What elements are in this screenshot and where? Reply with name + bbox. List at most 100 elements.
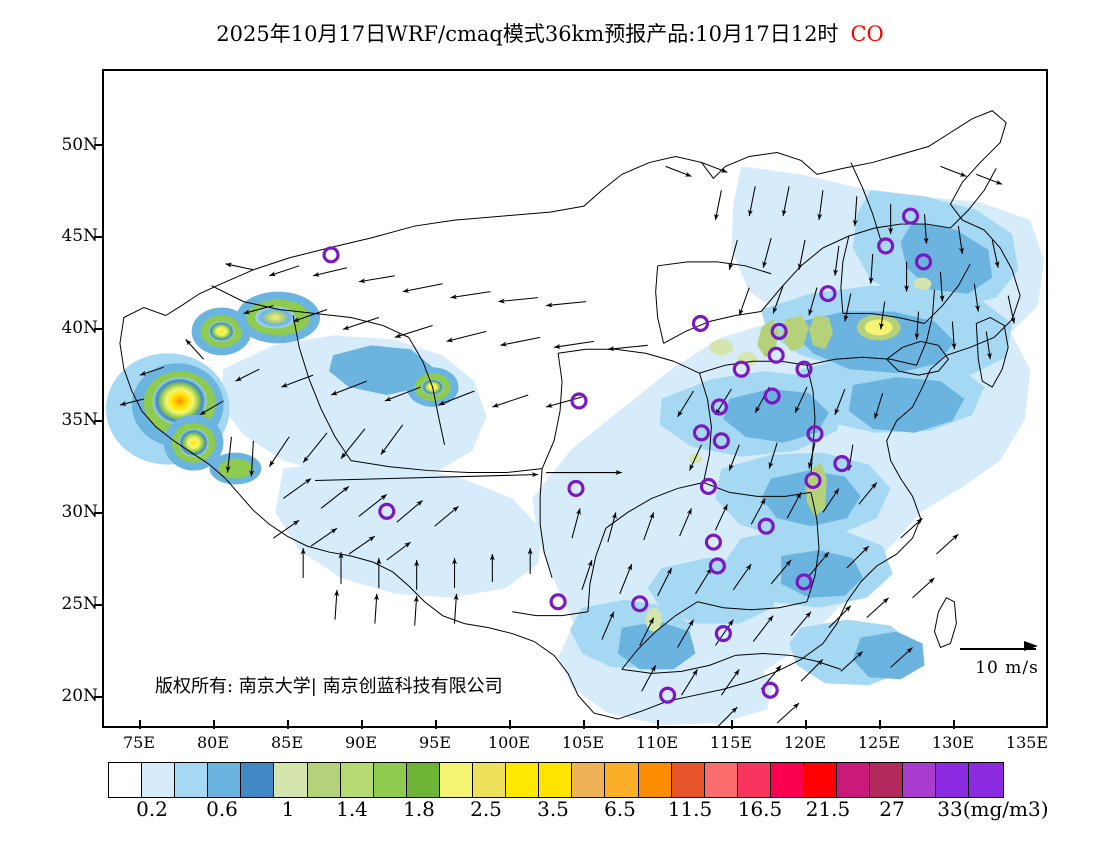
map-plot-area[interactable] (102, 69, 1048, 728)
y-tick-label-25N: 25N (61, 594, 98, 614)
colorbar-tick-11: 27 (879, 797, 905, 821)
colorbar-cell-1[interactable] (142, 763, 176, 797)
x-tick-mark (213, 720, 215, 729)
x-tick-mark (583, 720, 585, 729)
y-tick-mark (94, 604, 103, 606)
title-species-label: CO (850, 22, 884, 46)
colorbar-tick-2: 1 (281, 797, 295, 821)
colorbar-cell-26[interactable] (969, 763, 1003, 797)
x-tick-label-75E: 75E (122, 733, 156, 752)
colorbar-cell-2[interactable] (175, 763, 209, 797)
colorbar-tick-0: 0.2 (136, 797, 168, 821)
x-tick-label-130E: 130E (931, 733, 975, 752)
colorbar-cell-12[interactable] (506, 763, 540, 797)
colorbar-tick-7: 6.5 (604, 797, 636, 821)
station-marker (691, 314, 710, 333)
y-tick-label-40N: 40N (61, 318, 98, 338)
x-tick-label-120E: 120E (783, 733, 827, 752)
station-marker (795, 573, 813, 591)
page-title: 2025年10月17日WRF/cmaq模式36km预报产品:10月17日12时 C… (0, 18, 1100, 48)
colorbar-tick-3: 1.4 (336, 797, 368, 821)
colorbar-cell-18[interactable] (704, 763, 738, 797)
title-main-text: 2025年10月17日WRF/cmaq模式36km预报产品:10月17日12时 (216, 22, 839, 46)
colorbar[interactable] (108, 762, 1004, 798)
colorbar-cell-20[interactable] (770, 763, 804, 797)
station-marker (763, 387, 781, 405)
y-tick-label-35N: 35N (61, 410, 98, 430)
x-tick-mark (287, 720, 289, 729)
colorbar-cell-4[interactable] (241, 763, 275, 797)
x-tick-label-105E: 105E (561, 733, 605, 752)
x-tick-mark (361, 720, 363, 729)
station-marker (631, 595, 649, 613)
wind-vector-field (119, 161, 1016, 726)
station-marker (819, 285, 837, 303)
station-marker (567, 479, 585, 497)
colorbar-cell-6[interactable] (307, 763, 341, 797)
x-tick-label-80E: 80E (196, 733, 230, 752)
y-tick-mark (94, 512, 103, 514)
station-markers[interactable] (322, 207, 933, 704)
station-marker (699, 477, 717, 496)
colorbar-tick-labels: 0.2 0.6 1 1.4 1.8 2.5 3.5 6.5 11.5 16.5 21.5 27 33(m… (0, 797, 1100, 827)
y-tick-mark (94, 236, 103, 238)
y-tick-label-20N: 20N (61, 686, 98, 706)
station-marker (710, 398, 728, 416)
colorbar-cell-13[interactable] (539, 763, 573, 797)
colorbar-cell-11[interactable] (473, 763, 507, 797)
x-tick-label-110E: 110E (635, 733, 679, 752)
station-marker (833, 455, 851, 473)
station-marker (712, 432, 730, 450)
y-tick-label-50N: 50N (61, 135, 98, 155)
wind-key-arrow-icon (952, 640, 1062, 656)
station-marker (795, 360, 813, 378)
colorbar-cell-10[interactable] (439, 763, 474, 797)
x-tick-mark (953, 720, 955, 729)
colorbar-cell-25[interactable] (936, 763, 970, 797)
colorbar-cell-9[interactable] (406, 763, 440, 797)
copyright-notice: 版权所有: 南京大学| 南京创蓝科技有限公司 (155, 676, 503, 697)
colorbar-tick-5: 2.5 (470, 797, 502, 821)
concentration-field (105, 166, 1045, 726)
station-marker (914, 253, 933, 271)
colorbar-cell-22[interactable] (837, 763, 871, 797)
map-canvas (105, 110, 1045, 726)
station-marker (570, 392, 588, 410)
colorbar-cell-14[interactable] (572, 763, 606, 797)
colorbar-tick-1: 0.6 (206, 797, 238, 821)
station-marker (770, 322, 788, 340)
station-marker (549, 593, 567, 611)
colorbar-tick-10: 21.5 (805, 797, 851, 821)
y-tick-mark (94, 420, 103, 422)
wind-key-label: 10 m/s (975, 658, 1039, 678)
station-marker (806, 425, 824, 443)
hotspot-bthebei (709, 277, 932, 367)
station-marker (732, 360, 750, 378)
colorbar-cell-0[interactable] (109, 763, 143, 797)
x-tick-label-135E: 135E (1005, 733, 1049, 752)
colorbar-cell-21[interactable] (803, 763, 838, 797)
colorbar-cell-24[interactable] (903, 763, 937, 797)
colorbar-cell-7[interactable] (340, 763, 374, 797)
y-tick-label-45N: 45N (61, 226, 98, 246)
colorbar-cell-8[interactable] (373, 763, 407, 797)
colorbar-cell-23[interactable] (870, 763, 904, 797)
x-tick-mark (509, 720, 511, 729)
colorbar-cell-3[interactable] (208, 763, 242, 797)
colorbar-cell-17[interactable] (671, 763, 705, 797)
colorbar-cell-15[interactable] (605, 763, 639, 797)
wind-scale-key: 10 m/s (952, 640, 1062, 678)
x-tick-mark (657, 720, 659, 729)
colorbar-cell-19[interactable] (737, 763, 771, 797)
x-tick-label-95E: 95E (418, 733, 452, 752)
colorbar-cell-5[interactable] (274, 763, 308, 797)
colorbar-tick-9: 16.5 (737, 797, 783, 821)
station-marker (877, 237, 895, 255)
y-tick-mark (94, 328, 103, 330)
colorbar-cell-16[interactable] (638, 763, 672, 797)
colorbar-tick-6: 3.5 (537, 797, 569, 821)
station-marker (767, 346, 785, 364)
y-tick-mark (94, 696, 103, 698)
y-tick-mark (94, 144, 103, 146)
station-marker (804, 471, 822, 490)
